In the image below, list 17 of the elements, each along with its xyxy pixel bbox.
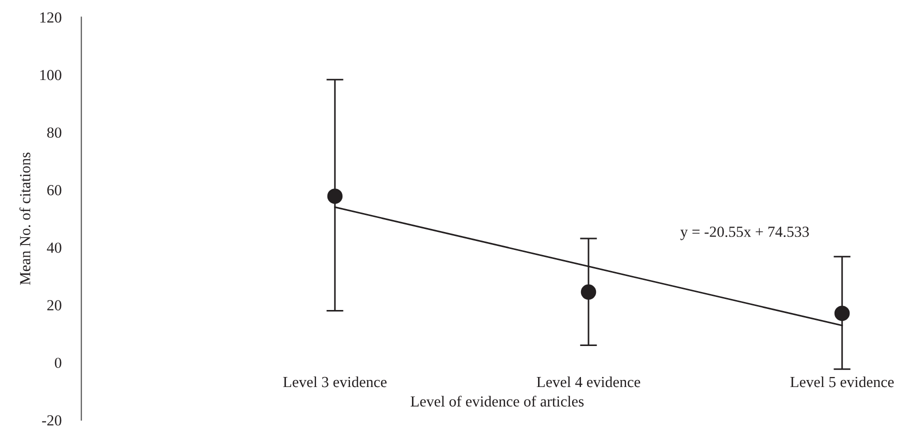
y-tick-label: 0 xyxy=(54,358,62,368)
point xyxy=(580,284,596,300)
y-axis-title: Mean No. of citations xyxy=(19,152,30,285)
y-tick-label: 20 xyxy=(47,300,62,310)
y-tick-label: 100 xyxy=(40,70,62,80)
x-tick-label: Level 5 evidence xyxy=(790,376,894,388)
y-tick-label: -20 xyxy=(42,415,62,426)
x-tick-label: Level 4 evidence xyxy=(536,376,640,388)
y-tick-label: 60 xyxy=(47,185,62,196)
point xyxy=(834,306,850,321)
y-tick-label: 40 xyxy=(46,242,62,253)
y-tick-label: 80 xyxy=(47,127,62,138)
point xyxy=(327,188,343,204)
x-axis-title: Level of evidence of articles xyxy=(410,396,584,407)
x-tick-label: Level 3 evidence xyxy=(283,376,387,388)
y-tick-label: 120 xyxy=(40,12,62,23)
annotation: y = -20.55x + 74.533 xyxy=(680,226,809,240)
